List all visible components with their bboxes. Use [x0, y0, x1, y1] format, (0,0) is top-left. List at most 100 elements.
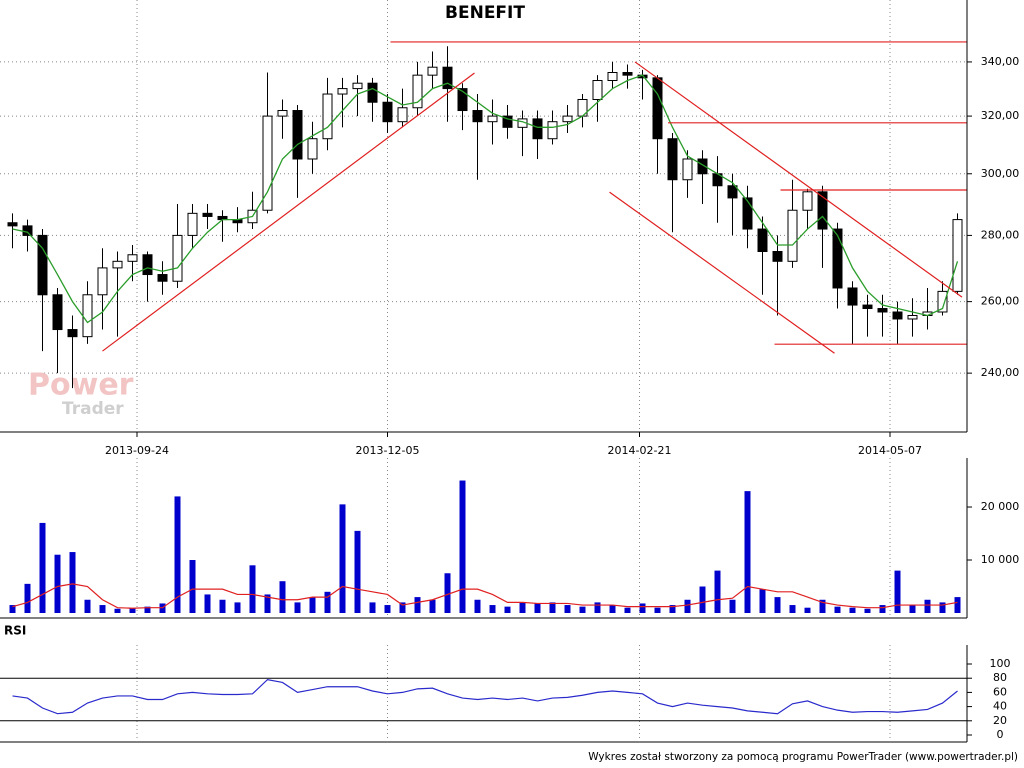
volume-bar [294, 602, 301, 613]
panel-label: RSI [4, 624, 26, 638]
candle-body [112, 260, 123, 269]
volume-bar [849, 607, 856, 613]
volume-bar [684, 599, 691, 613]
candle-body [22, 225, 33, 236]
y-tick-label: 10 000 [981, 553, 1020, 566]
volume-bar [279, 581, 286, 613]
volume-bar [39, 522, 46, 613]
volume-bar [489, 605, 496, 613]
candle-body [37, 234, 48, 296]
x-tick-label: 2014-05-07 [858, 444, 922, 457]
volume-bar [924, 599, 931, 613]
candle-body [667, 138, 678, 181]
volume-bar [579, 606, 586, 613]
candle-body [547, 121, 558, 140]
candle-body [472, 110, 483, 123]
volume-bar [24, 583, 31, 613]
trend-line [609, 191, 835, 354]
moving-average [12, 74, 959, 324]
candle-body [742, 197, 753, 230]
candle-body [202, 212, 213, 217]
volume-bar [429, 599, 436, 613]
candle-body [127, 254, 138, 262]
volume-bar [204, 594, 211, 613]
candle-body [457, 88, 468, 112]
candle-body [832, 228, 843, 289]
candle-body [892, 311, 903, 320]
candle-body [907, 314, 918, 320]
volume-bar [324, 591, 331, 613]
y-tick-label: 300,00 [981, 167, 1020, 180]
y-tick-label: 240,00 [981, 366, 1020, 379]
rsi-line [12, 678, 958, 715]
volume-bar [444, 573, 451, 613]
candle-body [142, 254, 153, 276]
candle-body [682, 158, 693, 181]
candle-body [952, 219, 963, 292]
volume-bar [189, 560, 196, 613]
x-tick-label: 2013-12-05 [356, 444, 420, 457]
candle-body [697, 158, 708, 175]
candle-body [97, 267, 108, 296]
candle-body [337, 88, 348, 95]
candle-body [442, 66, 453, 90]
volume-bar [834, 606, 841, 613]
candle-body [427, 66, 438, 76]
candle-body [487, 115, 498, 123]
volume-bar [264, 594, 271, 613]
y-tick-label: 100 [990, 657, 1011, 670]
candle-body [757, 228, 768, 253]
candle-body [592, 80, 603, 100]
trend-line [634, 61, 963, 298]
candle-body [412, 74, 423, 109]
candle-body [847, 287, 858, 306]
candle-body [322, 93, 333, 140]
candle-body [532, 118, 543, 140]
candle-body [652, 77, 663, 140]
candle-body [727, 185, 738, 199]
volume-bar [69, 552, 76, 613]
volume-bar [459, 480, 466, 613]
candle-body [787, 209, 798, 262]
volume-bar [729, 599, 736, 613]
footer: Wykres został stworzony za pomocą progra… [588, 751, 1018, 763]
candle-body [802, 191, 813, 211]
volume-bar [609, 605, 616, 613]
volume-bar [474, 599, 481, 613]
volume-bar [309, 597, 316, 613]
volume-bar [804, 607, 811, 613]
candle-body [82, 294, 93, 338]
volume-bar [639, 603, 646, 613]
volume-bar [384, 605, 391, 613]
volume-bar [594, 602, 601, 613]
x-tick-label: 2013-09-24 [105, 444, 169, 457]
y-tick-label: 0 [997, 728, 1004, 741]
y-tick-label: 80 [993, 671, 1007, 684]
volume-bar [819, 599, 826, 613]
y-tick-label: 320,00 [981, 109, 1020, 122]
x-tick-label: 2014-02-21 [608, 444, 672, 457]
candle-body [7, 222, 18, 227]
candle-body [382, 101, 393, 123]
volume-bar [354, 530, 361, 613]
volume-bar [534, 603, 541, 613]
y-tick-label: 340,00 [981, 55, 1020, 68]
volume-bar [219, 599, 226, 613]
candle-body [277, 110, 288, 117]
y-tick-label: 20 [993, 714, 1007, 727]
candle-body [52, 294, 63, 331]
candle-body [262, 115, 273, 211]
candle-body [622, 72, 633, 76]
volume-bar [114, 608, 121, 613]
volume-bar [234, 602, 241, 613]
trend-line [102, 72, 475, 352]
candle-body [772, 251, 783, 262]
volume-bar [99, 605, 106, 613]
y-tick-label: 260,00 [981, 295, 1020, 308]
candle-body [817, 191, 828, 230]
candle-body [307, 138, 318, 160]
volume-bar [249, 565, 256, 613]
volume-bar [714, 570, 721, 613]
